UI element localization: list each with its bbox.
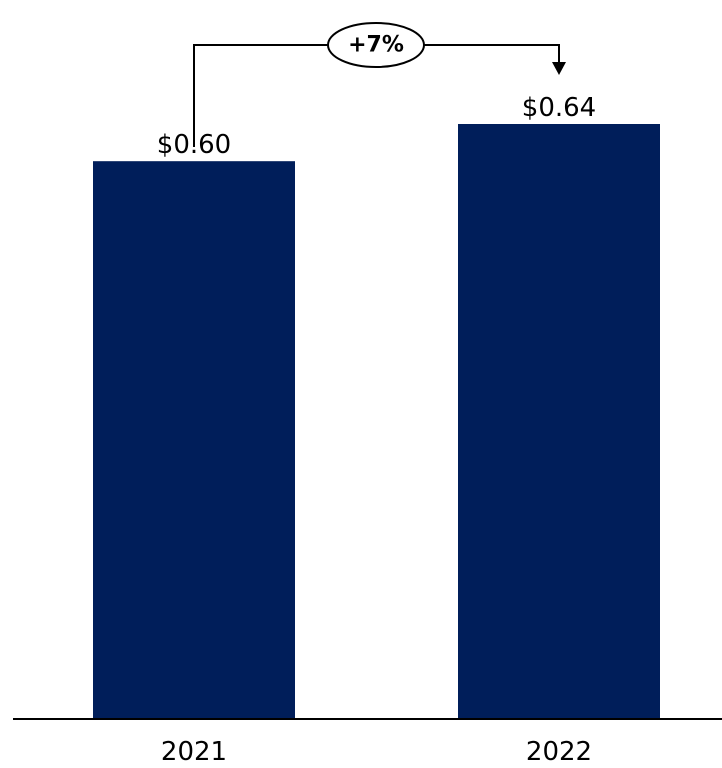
growth-label-oval [327,22,425,68]
data-label-2022: $0.64 [522,93,596,123]
growth-annotation: +7% [193,22,566,147]
x-tick-labels-layer: 2021 2022 [161,737,592,767]
bars-layer [93,124,660,719]
x-tick-label-2021: 2021 [161,737,227,767]
growth-arrowhead [552,62,566,75]
x-tick-label-2022: 2022 [526,737,592,767]
growth-label: +7% [348,33,404,58]
bar-2022 [458,124,660,719]
bar-2021 [93,161,295,719]
